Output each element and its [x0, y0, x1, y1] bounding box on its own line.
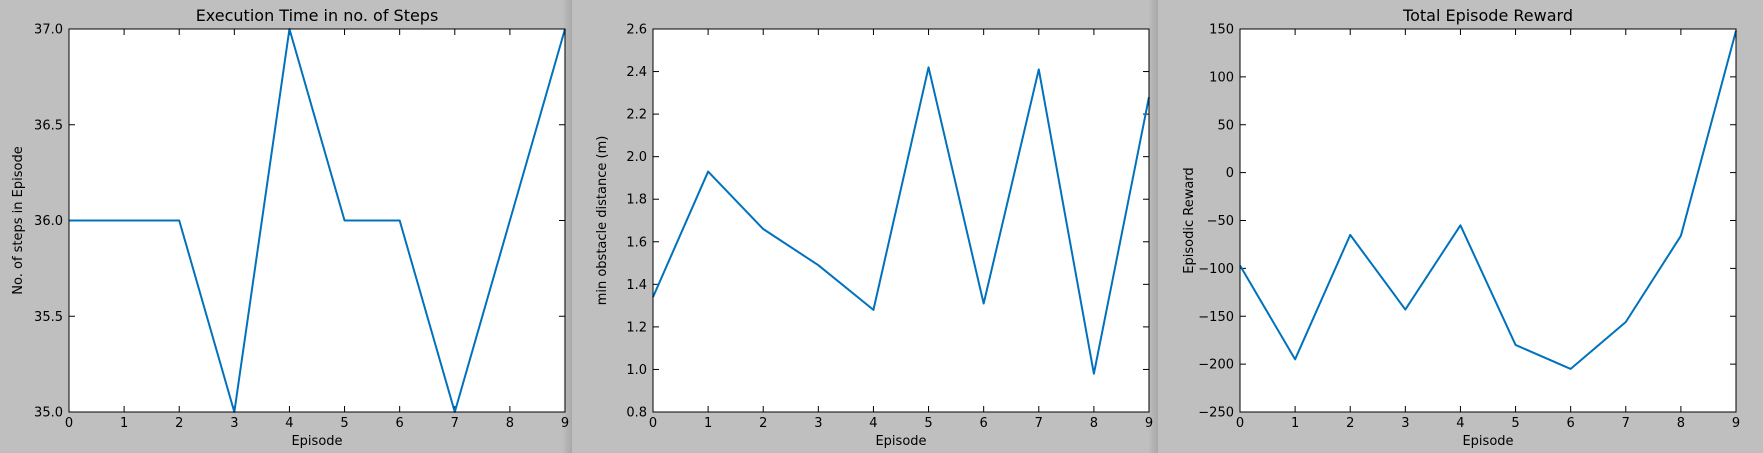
y-tick-label: 1.6: [626, 235, 647, 250]
y-tick-label: 100: [1209, 70, 1234, 85]
obstacle-distance-chart: 0 1 2 3 4 5 6 7 8 9 0.8 1.0 1.2 1.4 1.6 1.8 2.0 2.2 2.4 2.6…: [595, 23, 1153, 450]
chart-panel-obstacle: 0 1 2 3 4 5 6 7 8 9 0.8 1.0 1.2 1.4 1.6 1.8 2.0 2.2 2.4 2.6…: [572, 0, 1158, 453]
x-tick-label: 3: [814, 416, 822, 431]
series-line: [652, 66, 1150, 375]
panel-divider: [562, 0, 572, 453]
y-tick-label: −250: [1198, 406, 1234, 421]
x-tick-label: 4: [1456, 416, 1464, 431]
x-tick-label: 4: [285, 416, 293, 431]
y-tick-label: 2.6: [626, 23, 647, 38]
x-tick-label: 5: [340, 416, 348, 431]
y-axis-label: Episodic Reward: [1182, 167, 1197, 273]
x-tick-label: 0: [649, 416, 657, 431]
plot-frame: [1239, 28, 1737, 413]
x-tick-label: 6: [1567, 416, 1575, 431]
x-tick-label: 9: [561, 416, 569, 431]
x-tick-label: 6: [396, 416, 404, 431]
x-tick-label: 6: [980, 416, 988, 431]
episode-reward-chart: 0 1 2 3 4 5 6 7 8 9 −250 −200 −150 −100 −50 0 50 100 150 To…: [1182, 6, 1740, 449]
steps-chart: 0 1 2 3 4 5 6 7 8 9 35.0 35.5 36.0 36.5 37.0 Execution …: [11, 6, 569, 449]
y-tick-label: 1.0: [626, 363, 647, 378]
x-tick-label: 8: [1677, 416, 1685, 431]
x-tick-label: 8: [1090, 416, 1098, 431]
x-tick-label: 1: [704, 416, 712, 431]
x-tick-label: 5: [1511, 416, 1519, 431]
x-axis-label: Episode: [291, 434, 342, 449]
y-axis-label: No. of steps in Episode: [11, 146, 26, 294]
x-tick-label: 1: [1291, 416, 1299, 431]
y-tick-label: 37.0: [34, 23, 63, 38]
x-tick-label: 9: [1732, 416, 1740, 431]
y-tick-label: 35.0: [34, 406, 63, 421]
y-tick-label: −200: [1198, 358, 1234, 373]
y-tick-label: 0: [1226, 166, 1234, 181]
x-tick-label: 0: [65, 416, 73, 431]
x-tick-label: 3: [230, 416, 238, 431]
chart-title: Execution Time in no. of Steps: [196, 6, 439, 25]
x-tick-label: 0: [1236, 416, 1244, 431]
x-tick-label: 1: [120, 416, 128, 431]
plot-area: [1240, 29, 1736, 412]
plot-frame: [68, 28, 566, 413]
plot-area: [653, 29, 1149, 412]
chart-panel-reward: 0 1 2 3 4 5 6 7 8 9 −250 −200 −150 −100 −50 0 50 100 150 To…: [1160, 0, 1763, 453]
y-tick-label: 1.4: [626, 278, 647, 293]
x-tick-label: 7: [451, 416, 459, 431]
y-tick-label: 35.5: [34, 310, 63, 325]
chart-panel-steps: 0 1 2 3 4 5 6 7 8 9 35.0 35.5 36.0 36.5 37.0 Execution …: [0, 0, 570, 453]
y-axis-label: min obstacle distance (m): [595, 136, 610, 306]
series-line: [1239, 30, 1737, 370]
chart-title: Total Episode Reward: [1402, 6, 1573, 25]
series-line: [69, 28, 566, 413]
y-tick-label: 150: [1209, 23, 1234, 38]
x-tick-label: 2: [175, 416, 183, 431]
y-tick-label: 36.5: [34, 118, 63, 133]
x-tick-label: 4: [869, 416, 877, 431]
x-tick-label: 7: [1035, 416, 1043, 431]
y-tick-label: 2.2: [626, 108, 647, 123]
y-tick-label: 2.4: [626, 65, 647, 80]
y-tick-label: 1.8: [626, 193, 647, 208]
x-axis-label: Episode: [1462, 434, 1513, 449]
x-tick-label: 9: [1145, 416, 1153, 431]
plot-frame: [652, 28, 1150, 413]
x-tick-label: 2: [1346, 416, 1354, 431]
y-tick-label: −100: [1198, 262, 1234, 277]
x-tick-label: 5: [924, 416, 932, 431]
y-tick-label: 0.8: [626, 406, 647, 421]
y-tick-label: 1.2: [626, 320, 647, 335]
y-tick-label: 36.0: [34, 214, 63, 229]
y-tick-label: 50: [1217, 118, 1234, 133]
x-axis-label: Episode: [875, 434, 926, 449]
x-tick-label: 3: [1401, 416, 1409, 431]
x-tick-label: 7: [1622, 416, 1630, 431]
y-tick-label: −50: [1207, 214, 1234, 229]
y-tick-label: −150: [1198, 310, 1234, 325]
x-tick-label: 8: [506, 416, 514, 431]
x-tick-label: 2: [759, 416, 767, 431]
panel-divider: [1148, 0, 1158, 453]
y-tick-label: 2.0: [626, 150, 647, 165]
